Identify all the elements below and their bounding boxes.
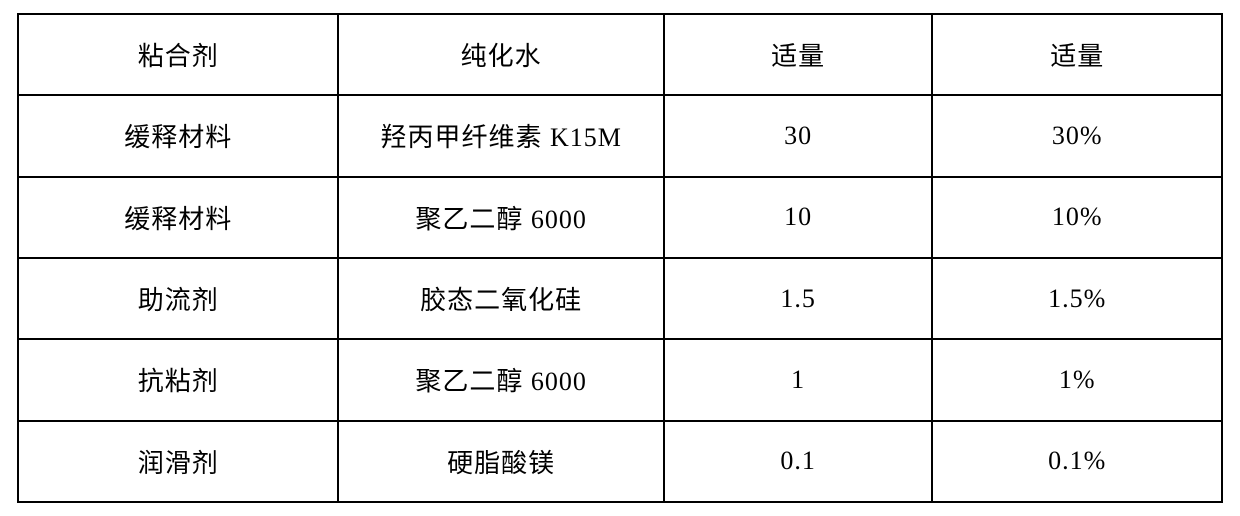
cell-category: 抗粘剂 bbox=[18, 339, 338, 420]
cell-material: 硬脂酸镁 bbox=[338, 421, 663, 502]
cell-material: 纯化水 bbox=[338, 14, 663, 95]
cell-percent: 0.1% bbox=[932, 421, 1222, 502]
cell-amount: 适量 bbox=[664, 14, 933, 95]
cell-material: 羟丙甲纤维素 K15M bbox=[338, 95, 663, 176]
table-row: 缓释材料 羟丙甲纤维素 K15M 30 30% bbox=[18, 95, 1222, 176]
cell-category: 润滑剂 bbox=[18, 421, 338, 502]
cell-amount: 30 bbox=[664, 95, 933, 176]
cell-category: 粘合剂 bbox=[18, 14, 338, 95]
cell-category: 缓释材料 bbox=[18, 177, 338, 258]
table-row: 粘合剂 纯化水 适量 适量 bbox=[18, 14, 1222, 95]
cell-material: 胶态二氧化硅 bbox=[338, 258, 663, 339]
cell-amount: 1 bbox=[664, 339, 933, 420]
table-body: 粘合剂 纯化水 适量 适量 缓释材料 羟丙甲纤维素 K15M 30 30% 缓释… bbox=[18, 14, 1222, 502]
cell-category: 助流剂 bbox=[18, 258, 338, 339]
cell-percent: 1.5% bbox=[932, 258, 1222, 339]
cell-amount: 1.5 bbox=[664, 258, 933, 339]
table-row: 助流剂 胶态二氧化硅 1.5 1.5% bbox=[18, 258, 1222, 339]
cell-amount: 0.1 bbox=[664, 421, 933, 502]
cell-category: 缓释材料 bbox=[18, 95, 338, 176]
table-row: 润滑剂 硬脂酸镁 0.1 0.1% bbox=[18, 421, 1222, 502]
cell-material: 聚乙二醇 6000 bbox=[338, 177, 663, 258]
cell-percent: 30% bbox=[932, 95, 1222, 176]
ingredients-table: 粘合剂 纯化水 适量 适量 缓释材料 羟丙甲纤维素 K15M 30 30% 缓释… bbox=[17, 13, 1223, 503]
table-row: 缓释材料 聚乙二醇 6000 10 10% bbox=[18, 177, 1222, 258]
cell-percent: 10% bbox=[932, 177, 1222, 258]
cell-material: 聚乙二醇 6000 bbox=[338, 339, 663, 420]
table-row: 抗粘剂 聚乙二醇 6000 1 1% bbox=[18, 339, 1222, 420]
cell-amount: 10 bbox=[664, 177, 933, 258]
cell-percent: 1% bbox=[932, 339, 1222, 420]
cell-percent: 适量 bbox=[932, 14, 1222, 95]
